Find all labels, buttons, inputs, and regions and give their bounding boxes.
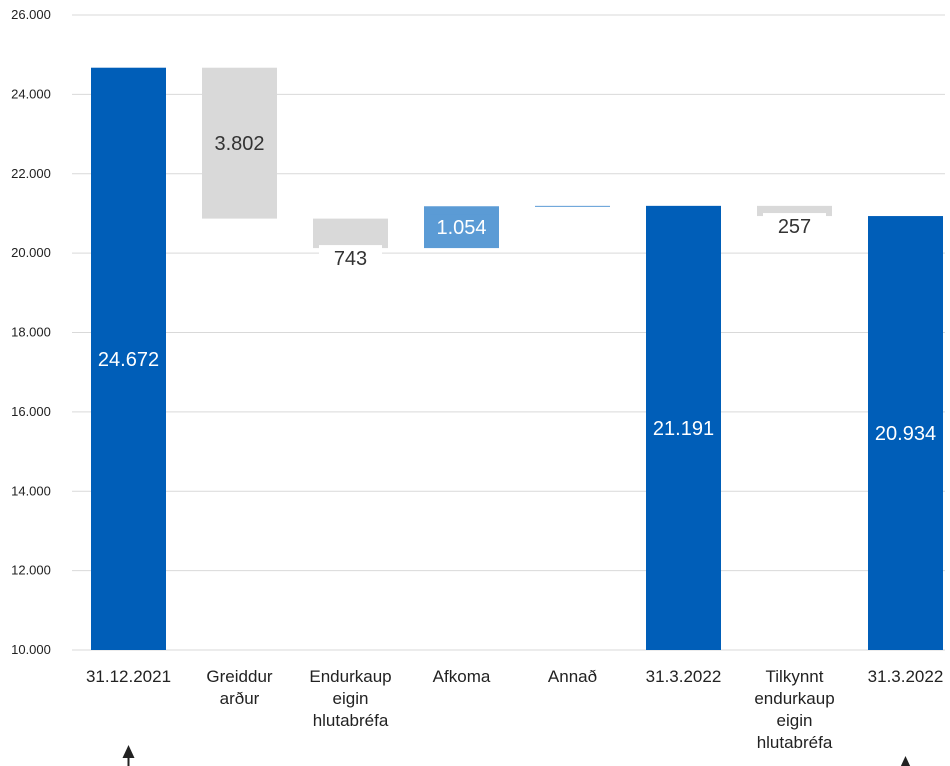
bar-decrease (202, 67, 277, 219)
x-axis-label: endurkaup (754, 689, 834, 708)
data-label-bg (646, 414, 721, 443)
y-tick-label: 24.000 (11, 86, 51, 101)
y-tick-label: 22.000 (11, 166, 51, 181)
up-arrow-icon (900, 756, 911, 766)
y-tick-label: 18.000 (11, 325, 51, 340)
y-tick-label: 16.000 (11, 404, 51, 419)
data-label-bg (91, 345, 166, 374)
y-tick-label: 10.000 (11, 642, 51, 657)
data-label: 257 (778, 216, 811, 238)
data-label-bg (430, 214, 493, 243)
y-tick-label: 20.000 (11, 245, 51, 260)
bar-other (535, 205, 610, 207)
x-axis-label: eigin (777, 711, 813, 730)
data-label-bg (868, 420, 943, 449)
data-label: 1.054 (436, 217, 486, 239)
y-tick-label: 26.000 (11, 7, 51, 22)
y-tick-label: 12.000 (11, 563, 51, 578)
x-axis-label: 31.12.2021 (86, 667, 171, 686)
x-axis-label: Afkoma (433, 667, 491, 686)
data-label: 20.934 (875, 423, 936, 445)
up-arrow-icon (122, 745, 135, 766)
x-axis-labels: 31.12.2021 Greiddur arður Endurkaup eigin hlu… (86, 667, 943, 752)
data-label: 3.802 (214, 133, 264, 155)
arrow-markers (122, 745, 911, 766)
x-axis-label: Endurkaup (309, 667, 391, 686)
x-axis-label: eigin (333, 689, 369, 708)
bar-decrease (313, 218, 388, 249)
bar-decrease (757, 205, 832, 217)
x-axis-label: Tilkynnt (766, 667, 824, 686)
data-label: 743 (334, 248, 367, 270)
x-axis-label: 31.3.2022 (868, 667, 944, 686)
x-axis-label: Greiddur (206, 667, 272, 686)
data-labels: 24.672 3.802 743 1.054 21.191 257 20.934 (91, 133, 943, 449)
data-label-bg (763, 213, 826, 242)
x-axis-label: hlutabréfa (757, 733, 833, 752)
x-axis-label: arður (220, 689, 260, 708)
x-axis-label: 31.3.2022 (646, 667, 722, 686)
y-axis-tick-labels: 10.000 12.000 14.000 16.000 18.000 20.000 22.0… (11, 7, 51, 657)
x-axis-label: hlutabréfa (313, 711, 389, 730)
data-label: 24.672 (98, 349, 159, 371)
data-label-bg (319, 245, 382, 274)
x-axis-label: Annað (548, 667, 597, 686)
data-label: 21.191 (653, 418, 714, 440)
y-tick-label: 14.000 (11, 483, 51, 498)
